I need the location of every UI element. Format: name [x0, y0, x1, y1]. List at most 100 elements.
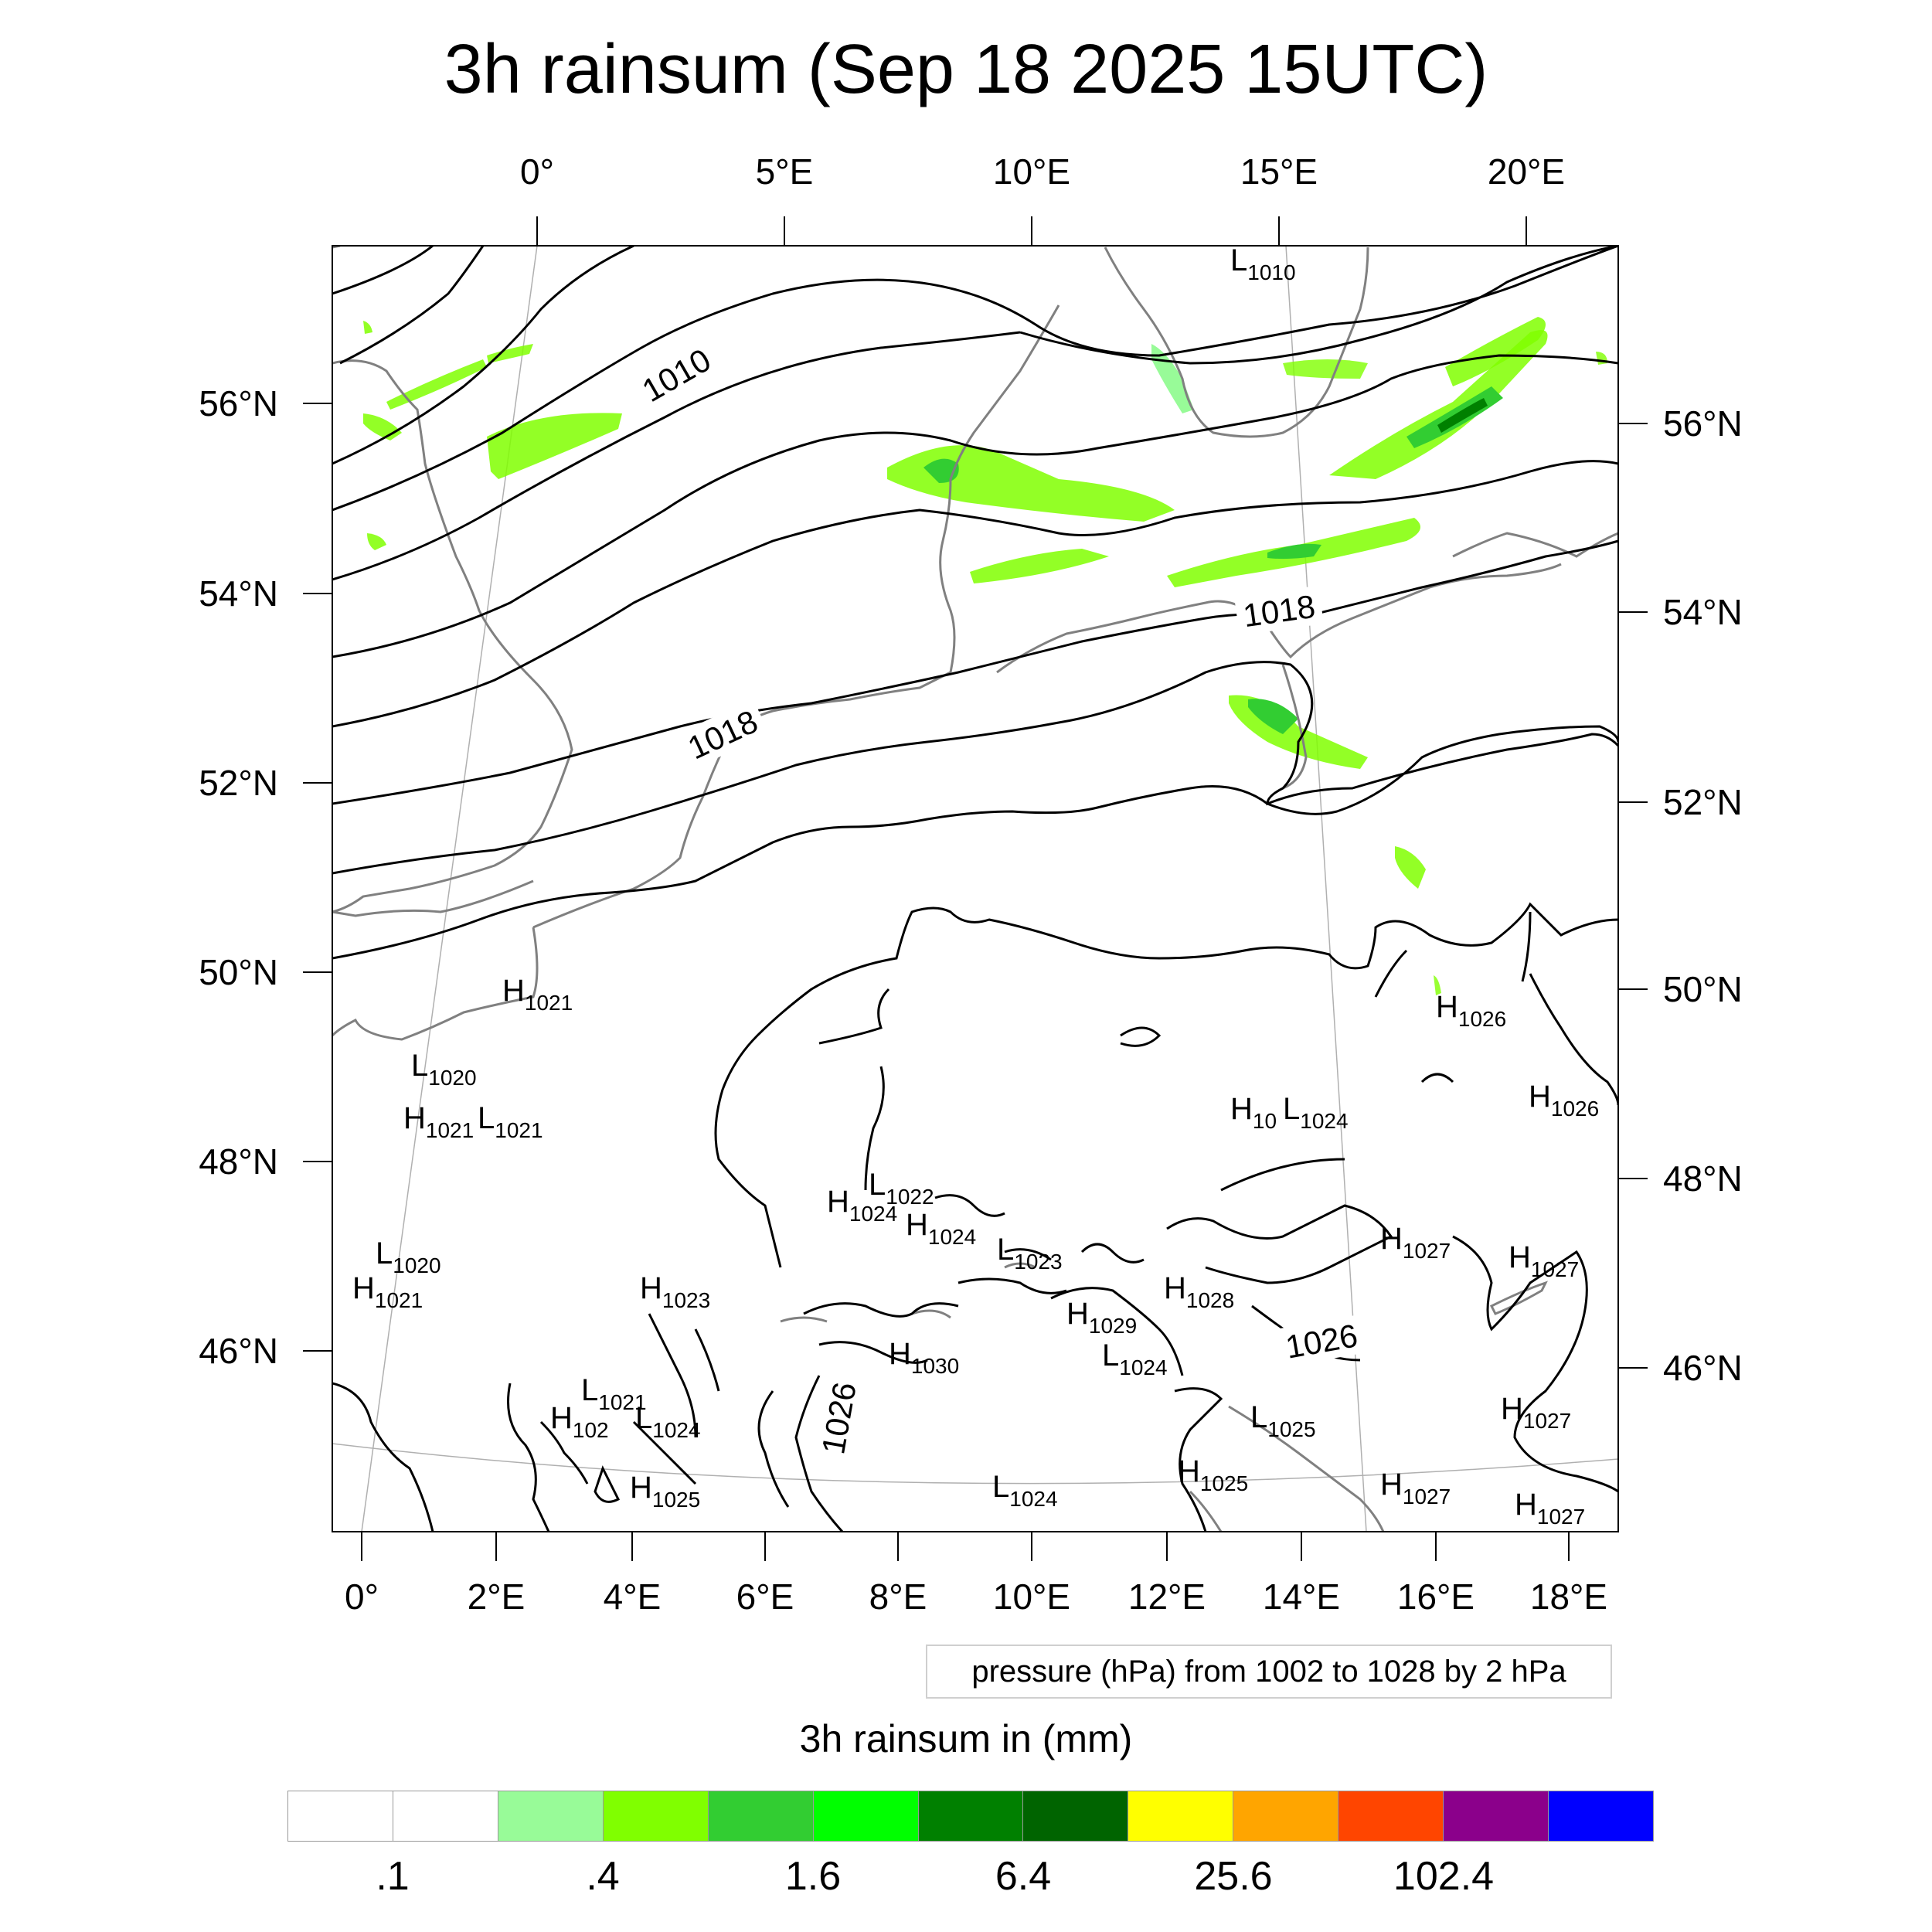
- isobar: [803, 1302, 959, 1318]
- colorbar-swatch: [918, 1791, 1024, 1841]
- pressure-letter: L: [997, 1233, 1014, 1267]
- pressure-letter: H: [1066, 1297, 1089, 1331]
- isobar: [1521, 911, 1532, 982]
- low-pressure-label: L1024: [1283, 1092, 1349, 1133]
- colorbar-swatch: [498, 1791, 604, 1841]
- germany-baltic-coast: [996, 563, 1562, 674]
- low-pressure-label: L1010: [1230, 243, 1296, 284]
- bottom-lon-label: 16°E: [1397, 1577, 1475, 1617]
- isobar: [1120, 1026, 1162, 1047]
- isobar: [594, 1465, 621, 1503]
- pressure-letter: H: [1436, 990, 1458, 1024]
- pressure-value: 1021: [598, 1390, 646, 1414]
- rain-area: [1267, 543, 1321, 560]
- rain-area: [363, 413, 402, 440]
- pressure-letter: L: [581, 1373, 598, 1407]
- map-title: 3h rainsum (Sep 18 2025 15UTC): [444, 31, 1488, 108]
- bottom-lon-label: 12°E: [1128, 1577, 1206, 1617]
- denmark-coast: [939, 304, 1060, 673]
- isobar: [957, 1277, 1067, 1294]
- pressure-letter: L: [1230, 243, 1247, 277]
- baltic-states-coast: [1452, 532, 1618, 558]
- isobar: [1220, 1158, 1345, 1192]
- isobar: [1420, 1073, 1454, 1083]
- pressure-value: 1022: [886, 1185, 934, 1209]
- pressure-value: 102: [573, 1418, 609, 1442]
- right-lat-label: 48°N: [1663, 1158, 1743, 1199]
- pressure-value: 1021: [495, 1118, 543, 1142]
- isobar: [332, 246, 434, 295]
- pressure-value: 1024: [849, 1202, 897, 1226]
- pressure-letter: H: [1380, 1468, 1403, 1502]
- pressure-letter: H: [1501, 1392, 1523, 1426]
- pressure-letter: H: [906, 1208, 928, 1242]
- axis-ticks: [303, 216, 1648, 1561]
- bottom-lon-label: 6°E: [736, 1577, 794, 1617]
- bottom-lon-label: 0°: [345, 1577, 379, 1617]
- pressure-value: 1020: [393, 1253, 440, 1277]
- pressure-letter: L: [411, 1049, 428, 1083]
- isobar: [539, 1420, 589, 1485]
- right-lat-label: 46°N: [1663, 1348, 1743, 1388]
- isobar: [818, 1341, 928, 1364]
- high-pressure-label: H1030: [889, 1337, 959, 1378]
- pressure-value: 1024: [1300, 1109, 1348, 1133]
- pressure-value: 1021: [375, 1288, 423, 1312]
- rain-area: [887, 445, 1175, 522]
- rain-area: [1395, 846, 1426, 889]
- italy-coast: [1189, 1490, 1223, 1532]
- left-lat-label: 48°N: [199, 1141, 278, 1182]
- pressure-value: 1020: [428, 1066, 476, 1090]
- high-pressure-label: H1029: [1066, 1297, 1137, 1338]
- colorbar-swatch: [708, 1791, 814, 1841]
- isobar: [648, 1313, 697, 1438]
- pressure-letter: H: [352, 1271, 375, 1305]
- contour-info-box: pressure (hPa) from 1002 to 1028 by 2 hP…: [926, 1645, 1612, 1699]
- isobar: [332, 354, 1618, 658]
- rain-area: [1283, 359, 1368, 379]
- bottom-lon-label: 14°E: [1263, 1577, 1340, 1617]
- high-pressure-label: H1027: [1380, 1222, 1451, 1263]
- top-lon-label: 20°E: [1488, 151, 1565, 192]
- pressure-letter: H: [630, 1471, 652, 1505]
- isobar: [332, 725, 1618, 960]
- pressure-value: 1024: [1119, 1355, 1167, 1379]
- low-pressure-label: L1020: [411, 1049, 477, 1090]
- rain-area: [970, 549, 1109, 583]
- isobars: [332, 246, 1618, 1532]
- pressure-value: 1024: [928, 1225, 976, 1249]
- pressure-value: 1027: [1531, 1257, 1579, 1281]
- bottom-lon-label: 10°E: [993, 1577, 1070, 1617]
- low-pressure-label: L1025: [1250, 1400, 1316, 1441]
- pressure-value: 1026: [1458, 1007, 1506, 1031]
- high-pressure-label: H1026: [1529, 1080, 1599, 1121]
- rain-area: [363, 321, 372, 334]
- pressure-value: 1025: [1200, 1471, 1248, 1495]
- isobar: [757, 1390, 790, 1508]
- high-pressure-label: H1024: [906, 1208, 976, 1249]
- low-pressure-label: L1021: [478, 1101, 543, 1142]
- isobar: [339, 246, 485, 365]
- pressure-value: 1030: [911, 1354, 959, 1378]
- high-pressure-label: H1027: [1509, 1240, 1579, 1281]
- high-pressure-label: H102: [550, 1401, 609, 1442]
- low-pressure-label: L1020: [376, 1236, 441, 1277]
- pressure-letter: H: [1509, 1240, 1531, 1274]
- rain-area: [1445, 317, 1546, 386]
- colorbar-swatch: [813, 1791, 919, 1841]
- isobar-label: 1026: [1283, 1317, 1360, 1366]
- isobar: [332, 246, 1618, 512]
- uk-south-coast: [332, 879, 534, 917]
- pressure-letter: H: [403, 1101, 426, 1135]
- pressure-letter: H: [1515, 1488, 1537, 1522]
- colorbar-tick-label: 25.6: [1194, 1854, 1273, 1899]
- isobar-label: 1018: [682, 702, 764, 766]
- left-lat-label: 56°N: [199, 383, 278, 423]
- poland-border: [1281, 664, 1308, 790]
- isobar: [694, 1328, 720, 1392]
- pressure-letter: H: [640, 1271, 662, 1305]
- rain-area: [923, 458, 959, 483]
- pressure-value: 1027: [1537, 1505, 1585, 1529]
- parallel-45n: [332, 1443, 1619, 1485]
